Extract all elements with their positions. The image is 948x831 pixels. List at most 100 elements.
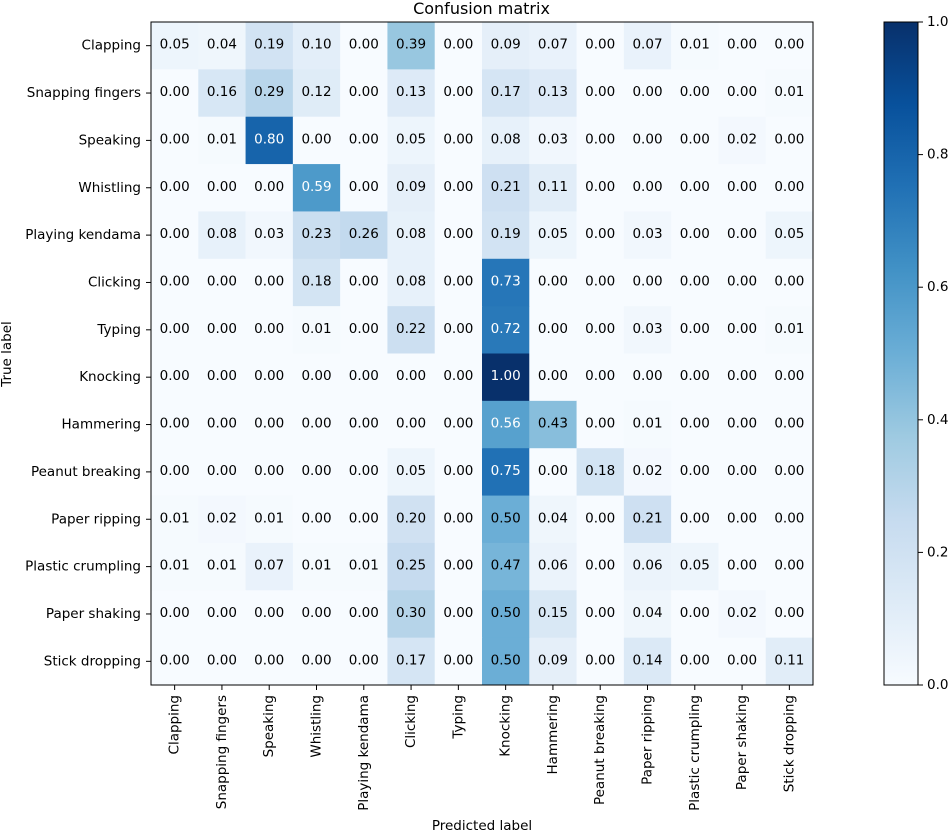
cell-value-label: 0.07 [254, 558, 284, 574]
matrix-cell [245, 637, 294, 686]
matrix-cell [292, 164, 341, 212]
matrix-cell [765, 306, 814, 354]
matrix-cell [151, 353, 199, 402]
matrix-cell [245, 495, 294, 544]
cell-value-label: 0.00 [301, 131, 331, 147]
cell-value-label: 0.00 [349, 368, 379, 384]
x-tick-label: Knocking [498, 695, 514, 757]
matrix-cell [292, 590, 341, 639]
matrix-cell [340, 164, 388, 212]
cell-value-label: 0.00 [160, 179, 190, 195]
matrix-cell [576, 211, 625, 260]
cell-value-label: 0.01 [254, 510, 284, 526]
matrix-cell [292, 116, 341, 165]
matrix-cell [198, 590, 247, 639]
x-tick-label: Paper shaking [734, 695, 750, 790]
matrix-cell [529, 69, 578, 118]
cell-value-label: 0.00 [160, 84, 190, 100]
matrix-cell [718, 306, 767, 354]
x-tick-label: Hammering [545, 695, 561, 774]
x-tick-label: Peanut breaking [592, 695, 608, 805]
matrix-cell [151, 69, 199, 118]
y-tick-label: Whistling [78, 180, 141, 196]
cell-value-label: 0.02 [727, 131, 757, 147]
matrix-cell [387, 590, 436, 639]
cell-value-label: 0.00 [301, 652, 331, 668]
cell-value-label: 0.00 [727, 37, 757, 53]
matrix-cell [434, 495, 483, 544]
cell-value-label: 0.03 [538, 131, 568, 147]
matrix-cell [765, 448, 814, 497]
matrix-cell [765, 69, 814, 118]
matrix-cell [245, 400, 294, 449]
matrix-cell [340, 353, 388, 402]
matrix-cell [151, 590, 199, 639]
matrix-cell [245, 69, 294, 118]
cell-value-label: 0.08 [491, 131, 521, 147]
cell-value-label: 0.00 [727, 368, 757, 384]
y-tick-label: Paper shaking [46, 606, 141, 622]
cell-value-label: 0.00 [349, 179, 379, 195]
matrix-cell [623, 258, 672, 307]
matrix-cell [292, 542, 341, 591]
cell-value-label: 0.00 [727, 652, 757, 668]
x-tick-label: Plastic crumpling [687, 695, 703, 811]
cell-value-label: 0.00 [396, 416, 426, 432]
cell-value-label: 0.08 [396, 226, 426, 242]
colorbar-tick-label: 0.0 [927, 677, 948, 693]
cell-value-label: 0.05 [160, 37, 190, 53]
matrix-cell [198, 637, 247, 686]
y-tick-label: Stick dropping [44, 653, 141, 669]
colorbar-ticks: 0.0 0.2 0.4 0.6 0.8 1.0 [918, 14, 948, 693]
cell-value-label: 0.00 [254, 368, 284, 384]
matrix-cell [434, 306, 483, 354]
cell-value-label: 0.01 [160, 510, 190, 526]
cell-value-label: 0.01 [301, 558, 331, 574]
cell-value-label: 0.21 [491, 179, 521, 195]
matrix-cell [434, 164, 483, 212]
matrix-cell [387, 637, 436, 686]
matrix-cell [387, 495, 436, 544]
matrix-cell [671, 400, 719, 449]
matrix-cell [718, 637, 767, 686]
matrix-cell [671, 306, 719, 354]
cell-value-label: 0.05 [774, 226, 804, 242]
matrix-cell [387, 400, 436, 449]
cell-value-label: 0.00 [585, 37, 615, 53]
colorbar-gradient [883, 21, 919, 686]
matrix-cell [529, 211, 578, 260]
x-axis-ticks: Clapping Snapping fingers Speaking Whistlin… [167, 685, 797, 811]
y-tick-label: Clapping [82, 38, 141, 54]
matrix-cell [482, 400, 530, 449]
matrix-cell [671, 637, 719, 686]
matrix-cell [671, 116, 719, 165]
matrix-cell [671, 211, 719, 260]
matrix-cell [671, 495, 719, 544]
matrix-cell [151, 258, 199, 307]
plot-frame [150, 21, 814, 686]
x-axis-label: Predicted label [432, 818, 532, 831]
x-tick-label: Clicking [403, 695, 419, 748]
matrix-cell [529, 637, 578, 686]
cell-value-label: 0.17 [491, 84, 521, 100]
cell-value-label: 0.00 [774, 416, 804, 432]
matrix-cell [387, 542, 436, 591]
colorbar-tick-label: 0.2 [927, 544, 948, 560]
matrix-cell [434, 258, 483, 307]
matrix-cell [576, 69, 625, 118]
cell-value-label: 0.19 [254, 37, 284, 53]
matrix-cell [482, 164, 530, 212]
cell-value-label: 0.04 [207, 37, 237, 53]
cell-value-label: 0.00 [301, 368, 331, 384]
cell-value-label: 0.00 [680, 179, 710, 195]
matrix-cell [434, 637, 483, 686]
matrix-cell [387, 258, 436, 307]
cell-value-label: 0.00 [443, 226, 473, 242]
matrix-cell [198, 400, 247, 449]
matrix-cell [292, 353, 341, 402]
matrix-cell [340, 306, 388, 354]
matrix-cell [718, 400, 767, 449]
matrix-cell [576, 164, 625, 212]
x-tick-label: Clapping [167, 695, 183, 754]
matrix-cell [671, 258, 719, 307]
